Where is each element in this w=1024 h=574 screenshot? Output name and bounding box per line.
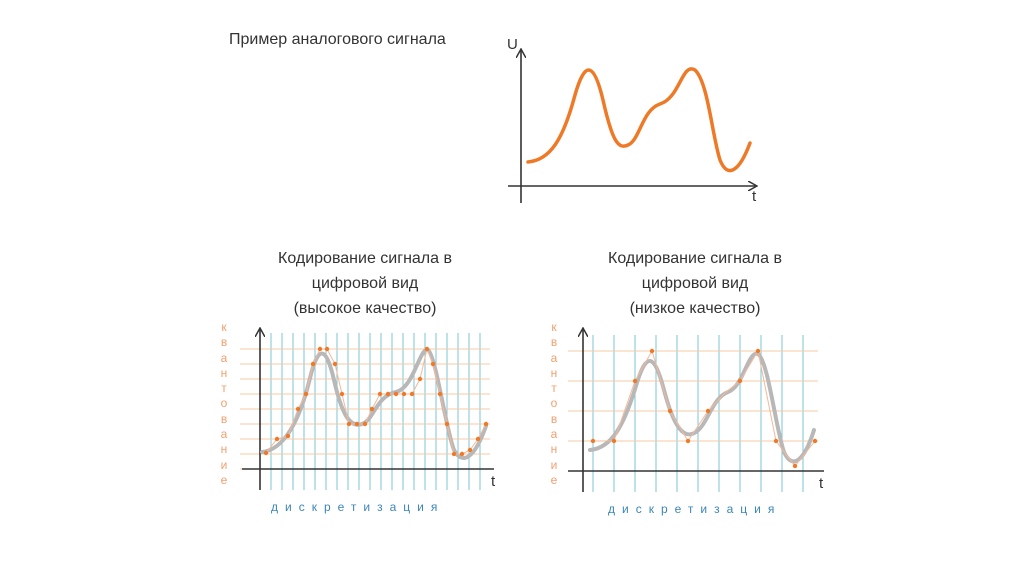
grid-vertical-lines (592, 335, 804, 492)
analog-signal-curve (526, 67, 752, 173)
x-axis-label-t: t (752, 188, 757, 205)
high-quality-caption: Кодирование сигнала в цифровой вид (высо… (240, 246, 490, 321)
x-axis-label-t-low: t (819, 475, 824, 492)
caption-line: (низкое качество) (629, 300, 761, 317)
analog-signal-curve (260, 347, 488, 460)
digital-signal-line (265, 347, 487, 455)
sampling-label-high: дискретизация (271, 500, 445, 514)
caption-line: Кодирование сигнала в (278, 250, 452, 267)
sample-points (590, 348, 818, 469)
analog-signal-curve (588, 351, 816, 464)
caption-line: цифровой вид (311, 275, 419, 292)
low-quality-caption: Кодирование сигнала в цифровой вид (низк… (570, 246, 820, 321)
high-quality-diagram (240, 329, 494, 490)
caption-line: Кодирование сигнала в (608, 250, 782, 267)
y-axis-label-u: U (507, 36, 518, 53)
caption-line: цифровой вид (641, 275, 749, 292)
analog-signal-diagram (508, 50, 756, 203)
caption-line: (высокое качество) (293, 300, 437, 317)
grid-vertical-lines (270, 333, 481, 490)
x-axis-label-t-high: t (491, 473, 496, 490)
grid-horizontal-lines (568, 350, 818, 442)
low-quality-diagram (568, 329, 824, 492)
sample-points (263, 346, 489, 457)
sampling-label-low: дискретизация (608, 502, 782, 516)
analog-signal-title: Пример аналогового сигнала (229, 31, 446, 48)
